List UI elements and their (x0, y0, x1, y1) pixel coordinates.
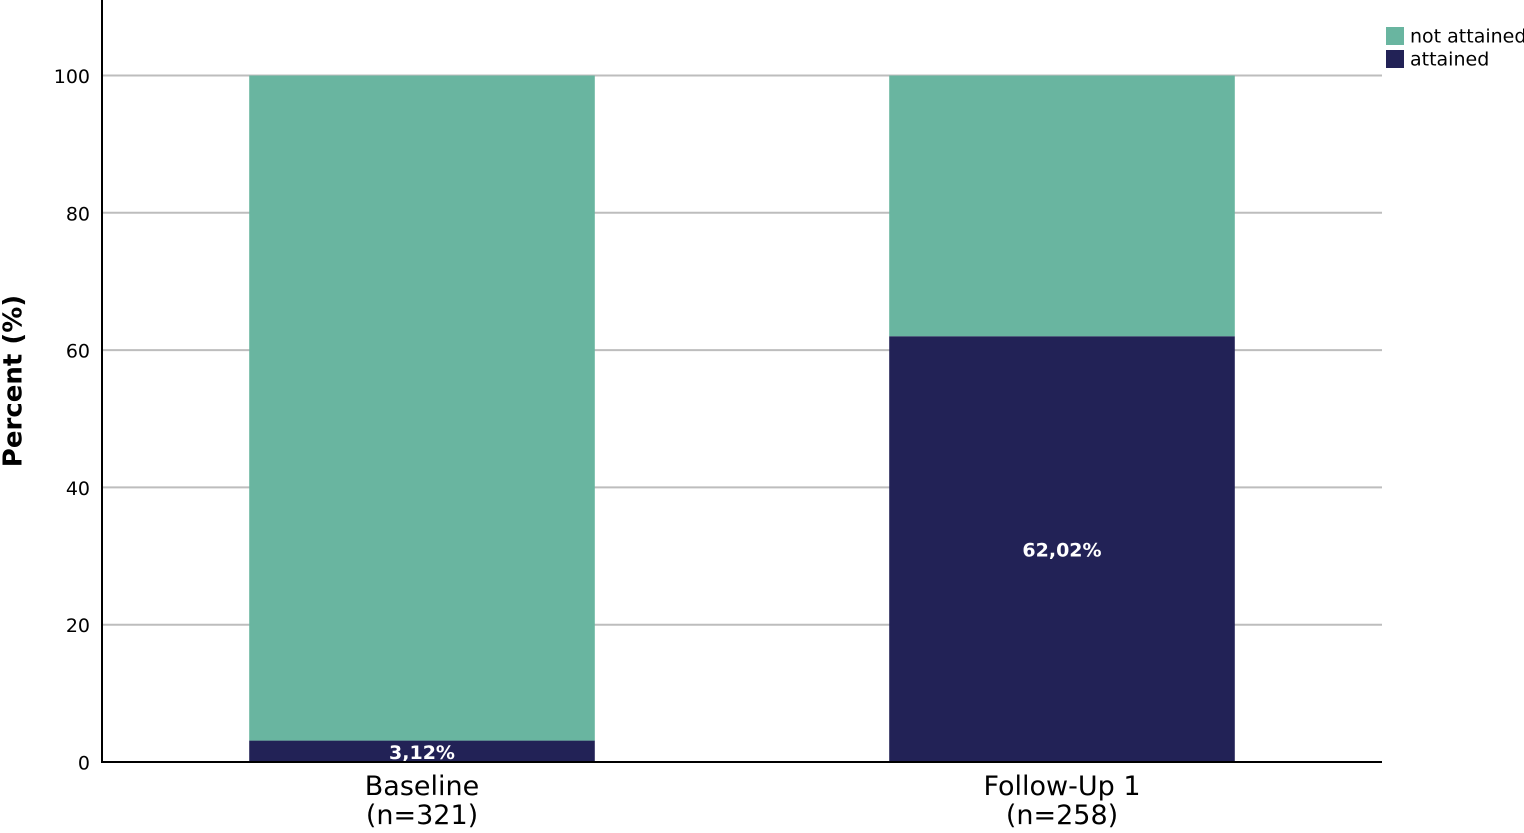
x-tick-label: Follow-Up 1 (n=258) (983, 771, 1141, 831)
legend-label: not attained (1410, 26, 1524, 48)
legend-swatch (1386, 27, 1404, 45)
y-tick-label: 80 (66, 203, 90, 225)
legend-swatch (1386, 50, 1404, 68)
y-tick-label: 100 (54, 66, 90, 88)
bar-segment (889, 75, 1235, 337)
bar-segment (249, 740, 595, 762)
legend-label: attained (1410, 49, 1489, 71)
y-tick-label: 20 (66, 615, 90, 637)
y-tick-label: 60 (66, 341, 90, 363)
data-label: 62,02% (1022, 540, 1101, 562)
x-tick-label: Baseline (n=321) (364, 771, 480, 831)
bar-segment (889, 336, 1235, 762)
y-tick-label: 40 (66, 478, 90, 500)
data-label: 3,12% (389, 742, 455, 764)
y-axis-title: Percent (%) (0, 295, 29, 467)
bar-segment (249, 75, 595, 741)
y-tick-label: 0 (78, 753, 90, 775)
